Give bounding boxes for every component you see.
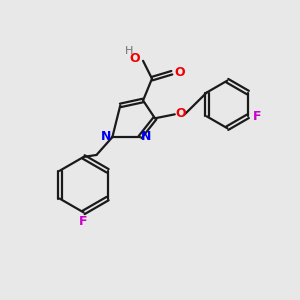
Text: F: F — [253, 110, 261, 123]
Text: N: N — [101, 130, 112, 142]
Text: O: O — [130, 52, 140, 65]
Text: H: H — [125, 46, 134, 56]
Text: F: F — [80, 215, 88, 228]
Text: N: N — [141, 130, 151, 142]
Text: O: O — [174, 66, 185, 79]
Text: O: O — [176, 107, 186, 120]
